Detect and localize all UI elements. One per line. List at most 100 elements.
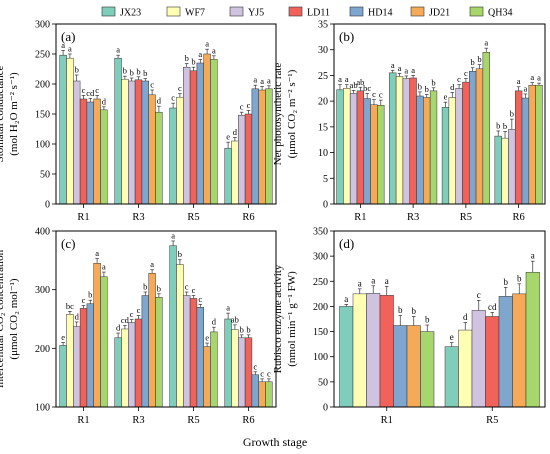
significance-letter: cd (488, 302, 497, 312)
x-tick-label-r3: R3 (132, 212, 144, 223)
significance-letter: a (344, 294, 348, 304)
significance-letter: c (253, 361, 257, 371)
legend: JX23 WF7 YJ5 LD11 HD14 JD21 QH34 (101, 6, 512, 19)
bar-yj5-r1 (349, 93, 358, 205)
bar-yj5-r3 (128, 80, 136, 205)
x-tick-label-r3: R3 (132, 415, 144, 426)
bar-wf7-r1 (343, 88, 351, 205)
bar-hd14-r3 (141, 295, 149, 408)
legend-label-jx23: JX23 (120, 8, 141, 19)
panel-label: (b) (339, 29, 354, 44)
y-tick-label: 15 (318, 122, 328, 133)
significance-letter: c (198, 294, 202, 304)
significance-letter: b (418, 81, 422, 91)
x-tick-label-r5: R5 (187, 415, 199, 426)
legend-label-ld11: LD11 (307, 8, 330, 19)
y-tick-label: 150 (313, 327, 328, 338)
panel-label: (a) (61, 29, 75, 44)
x-tick-label-r1: R1 (354, 212, 366, 223)
significance-letter: c (82, 295, 86, 305)
significance-letter: a (260, 76, 264, 86)
y-axis-title: Stomatal conductance (0, 65, 6, 162)
bar-wf7-r1 (352, 293, 367, 408)
bar-hd14-r6 (251, 374, 259, 408)
bar-jd21-r6 (258, 89, 266, 205)
significance-letter: a (358, 278, 362, 288)
y-tick-label: 100 (35, 403, 50, 414)
y-axis-unit: (mol H₂O m⁻² s⁻¹) (8, 72, 20, 156)
significance-letter: b (398, 305, 403, 315)
y-tick-label: 5 (323, 174, 328, 185)
bar-ld11-r6 (244, 337, 253, 408)
significance-letter: a (198, 49, 202, 59)
significance-letter: b (517, 273, 522, 283)
legend-label-qh34: QH34 (488, 8, 512, 19)
significance-letter: a (537, 73, 541, 83)
significance-letter: c (150, 80, 154, 90)
y-tick-label: 100 (35, 140, 50, 151)
y-tick-label: 100 (313, 352, 328, 363)
legend-label-wf7: WF7 (185, 8, 205, 19)
significance-letter: b (143, 68, 147, 78)
bar-wf7-r3 (121, 328, 129, 408)
significance-letter: a (531, 251, 535, 261)
bar-wf7-r1 (66, 57, 74, 205)
bar-hd14-r3 (416, 95, 424, 205)
significance-letter: c (192, 285, 196, 295)
bar-yj5-r3 (402, 78, 410, 205)
significance-letter: c (379, 90, 383, 100)
plot-frame (333, 23, 546, 205)
bar-wf7-r1 (66, 314, 74, 408)
significance-letter: b (143, 282, 147, 292)
significance-letter: c (137, 305, 141, 315)
significance-letter: a (530, 72, 534, 82)
bar-wf7-r6 (231, 140, 239, 205)
y-tick-label: 150 (35, 110, 50, 121)
bar-jd21-r1 (93, 98, 101, 205)
bar-ld11-r3 (409, 77, 417, 205)
bar-hd14-r5 (469, 71, 477, 205)
bar-yj5-r1 (73, 80, 81, 205)
significance-letter: c (185, 282, 189, 292)
bar-jd21-r5 (512, 293, 527, 408)
bar-jx23-r1 (59, 54, 67, 205)
bar-jx23-r6 (224, 318, 232, 408)
significance-letter: bc (66, 301, 74, 311)
bar-hd14-r1 (86, 101, 94, 205)
significance-letter: e (61, 332, 65, 342)
significance-letter: ab (356, 77, 364, 87)
y-tick-label: 250 (313, 277, 328, 288)
significance-letter: e (450, 332, 454, 342)
significance-letter: b (246, 324, 250, 334)
y-tick-label: 0 (323, 403, 328, 414)
significance-letter: c (457, 74, 461, 84)
bar-jd21-r3 (423, 97, 431, 205)
significance-letter: a (338, 74, 342, 84)
legend-swatch-hd14 (349, 6, 364, 17)
y-tick-label: 10 (318, 148, 328, 159)
significance-letter: d (450, 82, 455, 92)
significance-letter: a (95, 248, 99, 258)
bar-yj5-r1 (366, 293, 381, 408)
significance-letter: a (517, 76, 521, 86)
bar-yj5-r3 (128, 322, 136, 408)
bar-yj5-r6 (238, 337, 246, 408)
y-tick-label: 0 (323, 200, 328, 211)
significance-letter: b (157, 283, 161, 293)
bar-qh34-r5 (482, 52, 490, 205)
x-axis-title: Growth stage (243, 435, 307, 449)
bar-hd14-r1 (393, 325, 408, 408)
y-tick-label: 200 (313, 302, 328, 313)
bar-jx23-r5 (169, 245, 177, 408)
legend-swatch-jx23 (101, 6, 116, 17)
significance-letter: b (425, 315, 430, 325)
bar-qh34-r5 (525, 271, 540, 408)
significance-letter: b (123, 66, 127, 76)
significance-letter: b (130, 68, 134, 78)
y-axis-unit: (nmol min⁻¹ g⁻¹ FW) (286, 271, 298, 367)
bar-jx23-r6 (494, 135, 502, 205)
significance-letter: c (82, 85, 86, 95)
significance-letter: c (240, 102, 244, 112)
bar-jx23-r1 (339, 306, 354, 408)
